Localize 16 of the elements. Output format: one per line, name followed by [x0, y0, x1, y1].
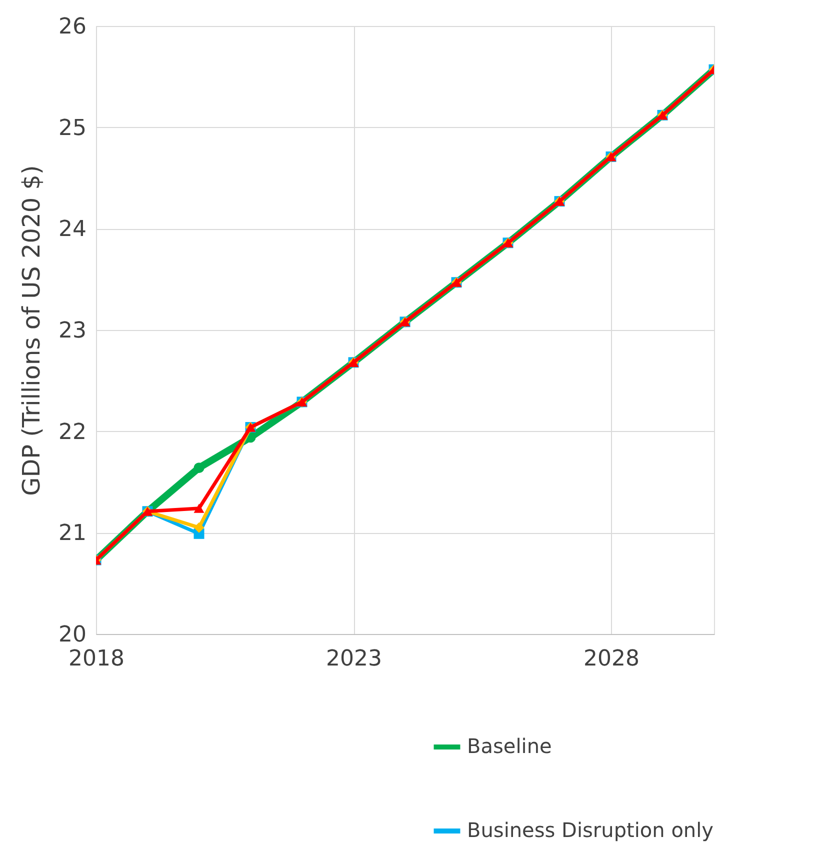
legend-label: Business Disruption only — [467, 818, 714, 842]
y-axis-title: GDP (Trillions of US 2020 $) — [18, 165, 46, 496]
point — [194, 522, 204, 533]
y-tick-label: 24 — [58, 217, 86, 242]
legend-label: Baseline — [467, 734, 552, 758]
point — [194, 462, 204, 474]
y-tick-label: 23 — [58, 318, 86, 344]
x-tick-label: 2028 — [584, 646, 640, 672]
y-tick-label: 20 — [58, 622, 86, 648]
y-tick-label: 21 — [58, 521, 86, 546]
y-tick-label: 22 — [58, 420, 86, 445]
y-tick-label: 25 — [58, 116, 86, 141]
x-tick-label: 2023 — [326, 646, 382, 672]
x-tick-label: 2018 — [68, 646, 124, 672]
y-tick-label: 26 — [58, 14, 86, 40]
point — [194, 504, 204, 513]
